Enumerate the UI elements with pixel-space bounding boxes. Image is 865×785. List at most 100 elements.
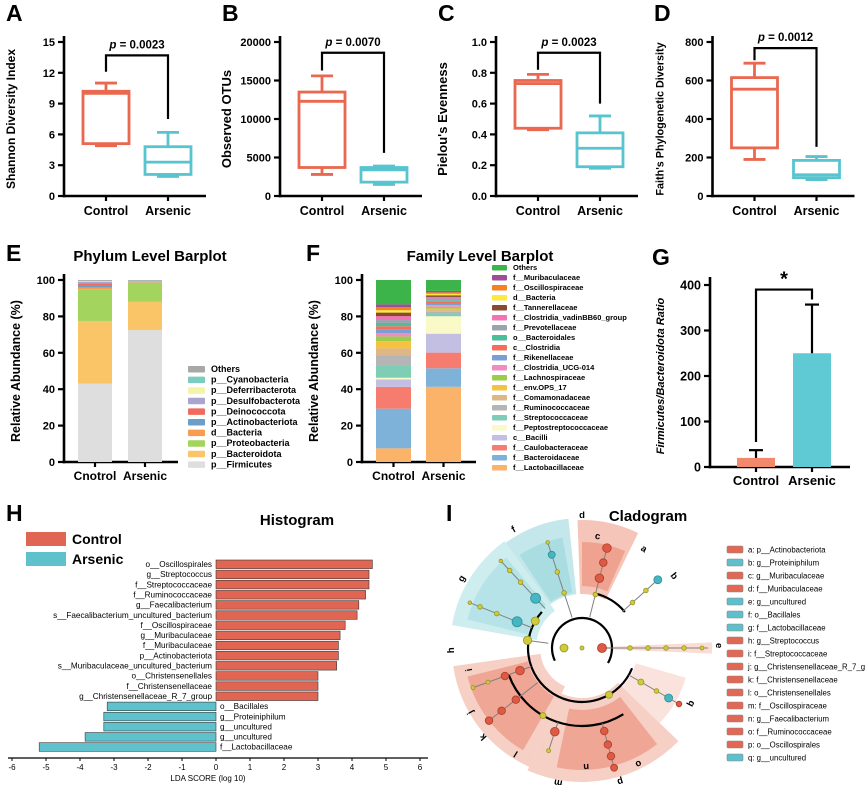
svg-text:m: f__Oscillospiraceae: m: f__Oscillospiraceae: [748, 702, 827, 711]
svg-text:g__Muribaculaceae: g__Muribaculaceae: [141, 631, 213, 640]
svg-text:Pielou's Evenness: Pielou's Evenness: [435, 62, 450, 176]
svg-text:300: 300: [680, 324, 701, 338]
panel-i-label: I: [446, 500, 453, 526]
axes: 0 20 40 60 80 100 Relative Abundance (%) Cnotro…: [9, 274, 178, 483]
svg-text:g__Proteiniphilum: g__Proteiniphilum: [220, 712, 286, 721]
segment-Others: [128, 280, 162, 281]
panel-f-family-barplot: F Family Level Barplot 0 20 40 60 80 100 Relat…: [300, 240, 665, 500]
svg-text:i: f__Streptococcaceae: i: f__Streptococcaceae: [748, 650, 827, 659]
segment-f__Lachnospiraceae: [426, 306, 461, 309]
svg-text:b: g__Proteiniphilum: b: g__Proteiniphilum: [748, 559, 819, 568]
segment-f__Oscillospiraceae: [376, 307, 411, 311]
boxes: [513, 72, 625, 170]
svg-text:f__Ruminococcaceae: f__Ruminococcaceae: [513, 403, 590, 412]
legend-swatch: [492, 265, 507, 271]
legend-swatch: [492, 275, 507, 281]
svg-text:400: 400: [680, 279, 701, 293]
segment-f__Comamonadaceae: [376, 348, 411, 356]
box-control: [81, 81, 131, 148]
phylum-barplot-title: Phylum Level Barplot: [73, 248, 227, 265]
panel-b-label: B: [222, 0, 239, 26]
svg-text:q: g__uncultured: q: g__uncultured: [748, 754, 806, 763]
svg-text:j: g__Christensenellaceae_R_7_: j: g__Christensenellaceae_R_7_group: [747, 663, 865, 672]
segment-f__Streptococcaceae: [426, 314, 461, 317]
segment-f__Rikenellaceae: [426, 303, 461, 306]
segment-f__Tannerellaceae: [426, 295, 461, 297]
svg-text:0: 0: [347, 457, 353, 469]
panel-e-label: E: [6, 240, 22, 266]
segment-p__Proteobacteria: [128, 282, 162, 302]
histogram-title: Histogram: [259, 512, 335, 529]
svg-text:1.0: 1.0: [472, 37, 487, 49]
family-barplot-title: Family Level Barplot: [406, 248, 554, 265]
segment-f__Lactobacillaceae: [376, 448, 411, 462]
svg-text:f__env.OPS_17: f__env.OPS_17: [513, 383, 567, 392]
svg-text:f__Prevotellaceae: f__Prevotellaceae: [513, 323, 576, 332]
legend-swatch-k: [726, 675, 744, 684]
segment-p__Firmicutes: [78, 383, 112, 462]
segment-c__Bacilli: [376, 379, 411, 387]
segment-p__Deinococcota: [78, 283, 112, 286]
svg-text:p__Desulfobacterota: p__Desulfobacterota: [211, 396, 301, 406]
segment-f__Prevotellaceae: [426, 298, 461, 301]
segment-o__Bacteroidales: [376, 322, 411, 327]
svg-text:o: f__Ruminococcaceae: o: f__Ruminococcaceae: [748, 728, 832, 737]
svg-text:Control: Control: [516, 204, 560, 218]
svg-text:s__Muribaculaceae_uncultured_b: s__Muribaculaceae_uncultured_bacterium: [58, 662, 212, 671]
svg-text:c__Bacilli: c__Bacilli: [513, 433, 548, 442]
svg-text:0.4: 0.4: [472, 129, 488, 141]
svg-text:f__Muribaculaceae: f__Muribaculaceae: [513, 273, 580, 282]
svg-text:g__uncultured: g__uncultured: [220, 733, 272, 742]
svg-text:f__Lactobacillaceae: f__Lactobacillaceae: [220, 743, 293, 752]
svg-text:LDA SCORE (log 10): LDA SCORE (log 10): [170, 774, 245, 783]
stacked-bars: [78, 280, 162, 462]
legend: Control Arsenic: [26, 531, 124, 567]
svg-text:q: q: [685, 699, 698, 709]
legend-swatch-c: [726, 571, 744, 580]
svg-text:3: 3: [316, 763, 321, 772]
svg-text:f__Oscillospiraceae: f__Oscillospiraceae: [141, 621, 213, 630]
segment-f__env.OPS_17: [426, 308, 461, 311]
svg-text:p__Firmicutes: p__Firmicutes: [211, 459, 272, 469]
svg-text:0.2: 0.2: [472, 160, 487, 172]
svg-text:p = 0.0023: p = 0.0023: [108, 39, 164, 51]
svg-text:Relative Abundance (%): Relative Abundance (%): [9, 300, 23, 442]
segment-d__Bacteria: [78, 287, 112, 290]
svg-text:-1: -1: [178, 763, 186, 772]
svg-text:-5: -5: [42, 763, 50, 772]
segment-f__Lactobacillaceae: [426, 386, 461, 462]
legend-swatch-d: [726, 584, 744, 593]
svg-text:f: o__Bacillales: f: o__Bacillales: [748, 611, 801, 620]
box-arsenic: [575, 114, 625, 170]
segment-f__Lachnospiraceae: [376, 336, 411, 342]
significance-bracket: p = 0.0023: [104, 39, 170, 119]
panel-h-lda-histogram: H Histogram Control Arsenic o__Oscillospir…: [0, 500, 458, 785]
svg-text:p__Bacteroidota: p__Bacteroidota: [211, 449, 283, 459]
svg-text:h: g__Streptococcus: h: g__Streptococcus: [748, 637, 819, 646]
legend-swatch: [492, 295, 507, 301]
svg-text:Faith's Phylogenetic Diversity: Faith's Phylogenetic Diversity: [655, 42, 667, 195]
segment-f__Muribaculaceae: [376, 304, 411, 308]
svg-text:Arsenic: Arsenic: [794, 204, 840, 218]
svg-text:g: f__Lactobacillaceae: g: f__Lactobacillaceae: [748, 624, 826, 633]
svg-text:Arsenic: Arsenic: [145, 204, 191, 218]
family-stacked-bar-chart: 0 20 40 60 80 100 Relative Abundance (%) Cnotro…: [307, 263, 627, 483]
svg-text:15000: 15000: [240, 76, 271, 88]
svg-text:e: e: [713, 643, 724, 648]
segment-f__Rikenellaceae: [376, 329, 411, 334]
legend-swatch-control: [26, 532, 66, 546]
svg-text:Control: Control: [72, 531, 122, 547]
lda-bar: [215, 640, 339, 651]
legend-swatch-h: [726, 636, 744, 645]
segment-f__Ruminococcaceae: [426, 311, 461, 315]
lda-bar: [103, 711, 217, 722]
lda-bar: [106, 701, 217, 712]
svg-text:b: b: [668, 571, 680, 583]
legend-swatch-q: [726, 753, 744, 762]
svg-text:f__Muribaculaceae: f__Muribaculaceae: [143, 641, 213, 650]
legend-swatch: [188, 440, 205, 447]
legend-swatch: [188, 429, 205, 437]
svg-text:100: 100: [680, 415, 701, 429]
